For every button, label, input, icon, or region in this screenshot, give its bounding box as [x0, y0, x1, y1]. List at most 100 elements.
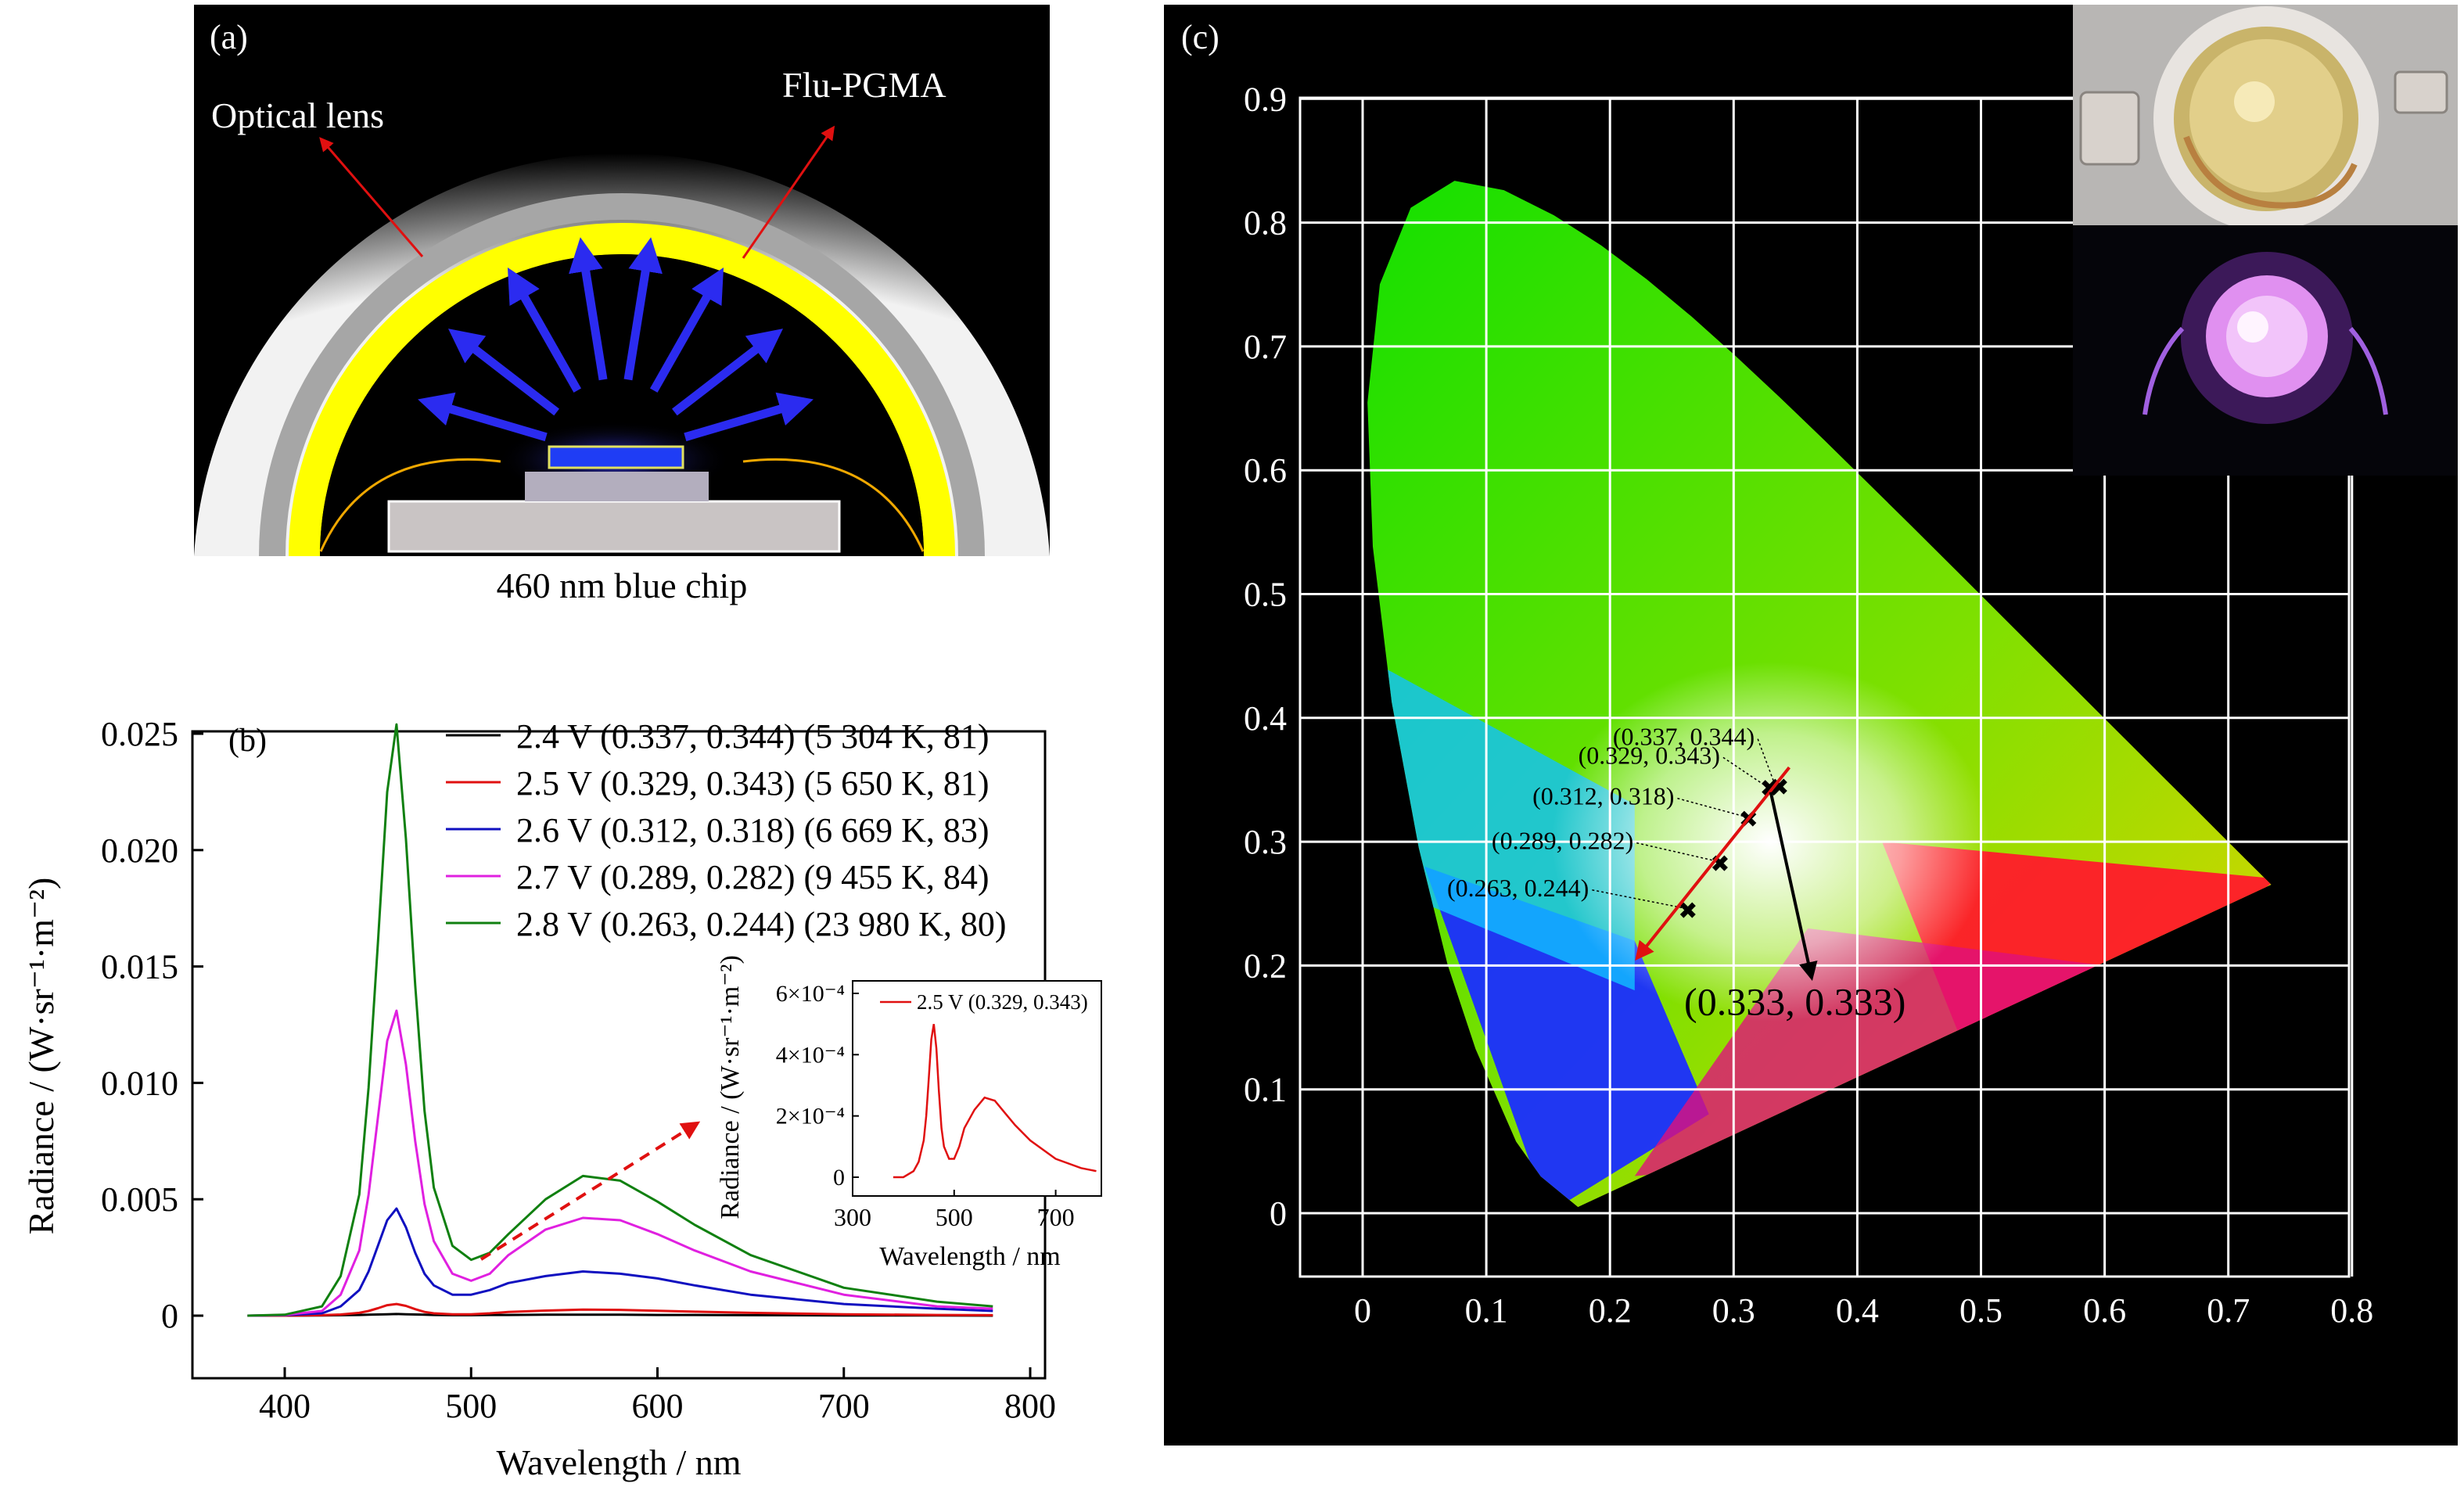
led-photo-off — [2073, 5, 2458, 232]
panel-c-tick-labels: 0 0.1 0.2 0.3 0.4 0.5 0.6 0.7 0.8 0 0.1 0.2 0.3 0.4 0.… — [1244, 80, 2373, 1330]
inset-chart: 300 500 700 0 2×10⁻⁴ 4×10⁻⁴ 6×10⁻⁴ 2.5 V (0.32… — [716, 955, 1102, 1271]
emission-arrow-7 — [672, 329, 784, 416]
emission-arrow-2 — [447, 329, 559, 416]
c-y-tick-label: 0.2 — [1244, 946, 1287, 985]
panel-c: 0 0.1 0.2 0.3 0.4 0.5 0.6 0.7 0.8 0 0.1 0.2 0.3 0.4 0.… — [1164, 5, 2458, 1446]
panel-b-series — [247, 723, 993, 1317]
y-tick-label: 0.025 — [101, 715, 178, 753]
chromaticity-label-2: (0.329, 0.343) — [1579, 741, 1720, 769]
c-x-tick-label: 0.1 — [1465, 1291, 1508, 1330]
panel-b-ticks: 400 500 600 700 800 0 0.005 0.010 0.015 0.020 0.02… — [101, 715, 1056, 1425]
c-y-tick-label: 0.9 — [1244, 80, 1287, 118]
emission-arrows — [418, 237, 814, 442]
c-x-tick-label: 0.3 — [1712, 1291, 1755, 1330]
inset-x-tick-label: 300 — [834, 1203, 871, 1231]
white-point-arrow — [1769, 792, 1818, 982]
chip-submount — [525, 472, 709, 501]
panel-a: (a) Optical lens Flu-PGMA 460 nm blue ch… — [194, 5, 1050, 605]
c-y-tick-label: 0 — [1270, 1194, 1287, 1233]
optical-lens-shell — [259, 193, 985, 556]
legend-entry-4: 2.7 V (0.289, 0.282) (9 455 K, 84) — [516, 858, 990, 896]
inset-y-tick-label: 2×10⁻⁴ — [776, 1104, 845, 1129]
emission-arrow-8 — [684, 392, 814, 442]
inset-y-tick-label: 4×10⁻⁴ — [776, 1042, 845, 1068]
x-tick-label: 600 — [632, 1387, 684, 1425]
phosphor-layer — [289, 223, 955, 556]
c-y-tick-label: 0.1 — [1244, 1071, 1287, 1109]
inset-x-tick-label: 700 — [1037, 1203, 1075, 1231]
inset-y-tick-label: 6×10⁻⁴ — [776, 981, 845, 1007]
c-x-tick-label: 0.6 — [2083, 1291, 2126, 1330]
inset-pointer-arrow — [480, 1121, 701, 1261]
legend-entry-5: 2.8 V (0.263, 0.244) (23 980 K, 80) — [516, 905, 1007, 943]
led-base — [387, 500, 841, 553]
c-y-tick-label: 0.5 — [1244, 576, 1287, 614]
emission-arrow-4 — [569, 237, 608, 381]
emission-arrow-6 — [649, 267, 724, 393]
c-x-tick-label: 0.4 — [1836, 1291, 1879, 1330]
y-tick-label: 0.010 — [101, 1064, 178, 1102]
panel-a-label: (a) — [210, 18, 248, 56]
bond-wire-left — [319, 458, 501, 552]
white-point-label: (0.333, 0.333) — [1684, 980, 1905, 1024]
chromaticity-label-4: (0.289, 0.282) — [1492, 827, 1633, 855]
series-line-2 — [247, 1302, 993, 1317]
c-x-tick-label: 0.7 — [2207, 1291, 2250, 1330]
c-y-tick-label: 0.7 — [1244, 328, 1287, 366]
chromaticity-leader-3 — [1677, 797, 1744, 817]
series-line-5 — [247, 723, 993, 1317]
legend-entry-1: 2.4 V (0.337, 0.344) (5 304 K, 81) — [516, 717, 990, 756]
chromaticity-label-1: (0.337, 0.344) — [1613, 723, 1755, 751]
series-line-1 — [247, 1313, 993, 1317]
inset-ylabel: Radiance / (W·sr⁻¹·m⁻²) — [716, 955, 745, 1219]
x-tick-label: 400 — [259, 1387, 311, 1425]
inset-series-line — [893, 1023, 1097, 1179]
panel-b-ylabel: Radiance / (W·sr⁻¹·m⁻²) — [21, 878, 61, 1235]
y-tick-label: 0.015 — [101, 948, 178, 986]
chromaticity-leader-5 — [1592, 889, 1683, 909]
chromaticity-leader-1 — [1757, 738, 1776, 785]
chromaticity-label-3: (0.312, 0.318) — [1532, 782, 1674, 810]
emission-arrow-3 — [507, 267, 582, 393]
c-y-tick-label: 0.4 — [1244, 699, 1287, 738]
flu-pgma-label: Flu-PGMA — [782, 65, 946, 105]
c-x-tick-label: 0.8 — [2330, 1291, 2373, 1330]
emission-arrow-1 — [418, 392, 548, 442]
series-line-4 — [247, 1009, 993, 1317]
x-tick-label: 500 — [445, 1387, 497, 1425]
series-line-3 — [247, 1207, 993, 1317]
chromaticity-leader-4 — [1636, 842, 1716, 862]
c-y-tick-label: 0.8 — [1244, 204, 1287, 242]
x-tick-label: 800 — [1004, 1387, 1056, 1425]
phosphor-pointer-arrow — [742, 125, 835, 259]
chip-caption: 460 nm blue chip — [497, 566, 748, 605]
led-photo-on — [2073, 225, 2458, 476]
chromaticity-marker-2: ✖ — [1760, 776, 1780, 802]
blue-chip — [548, 445, 684, 469]
inset-y-tick-label: 0 — [833, 1165, 845, 1191]
c-y-tick-label: 0.3 — [1244, 823, 1287, 861]
c-y-tick-label: 0.6 — [1244, 451, 1287, 490]
panel-b-xlabel: Wavelength / nm — [496, 1442, 741, 1482]
optical-lens-label: Optical lens — [211, 95, 384, 135]
panel-b-legend: 2.4 V (0.337, 0.344) (5 304 K, 81) 2.5 V … — [446, 717, 1007, 943]
y-tick-label: 0 — [161, 1297, 178, 1335]
emission-arrow-5 — [623, 237, 663, 381]
inset-ticks: 300 500 700 0 2×10⁻⁴ 4×10⁻⁴ 6×10⁻⁴ — [776, 981, 1075, 1231]
x-tick-label: 700 — [818, 1387, 870, 1425]
trend-arrow — [1635, 766, 1791, 961]
c-x-tick-label: 0.5 — [1959, 1291, 2002, 1330]
legend-entry-2: 2.5 V (0.329, 0.343) (5 650 K, 81) — [516, 764, 990, 803]
chromaticity-leader-2 — [1722, 756, 1765, 786]
legend-entry-3: 2.6 V (0.312, 0.318) (6 669 K, 83) — [516, 811, 990, 849]
inset-xlabel: Wavelength / nm — [879, 1242, 1060, 1271]
panel-c-points: ✖(0.337, 0.344)✖(0.329, 0.343)✖(0.312, 0… — [1447, 723, 1789, 925]
lens-pointer-arrow — [319, 137, 424, 257]
c-x-tick-label: 0 — [1354, 1291, 1371, 1330]
y-tick-label: 0.020 — [101, 831, 178, 870]
c-x-tick-label: 0.2 — [1589, 1291, 1632, 1330]
y-tick-label: 0.005 — [101, 1180, 178, 1219]
inset-legend: 2.5 V (0.329, 0.343) — [917, 990, 1088, 1014]
chromaticity-label-5: (0.263, 0.244) — [1447, 874, 1589, 902]
